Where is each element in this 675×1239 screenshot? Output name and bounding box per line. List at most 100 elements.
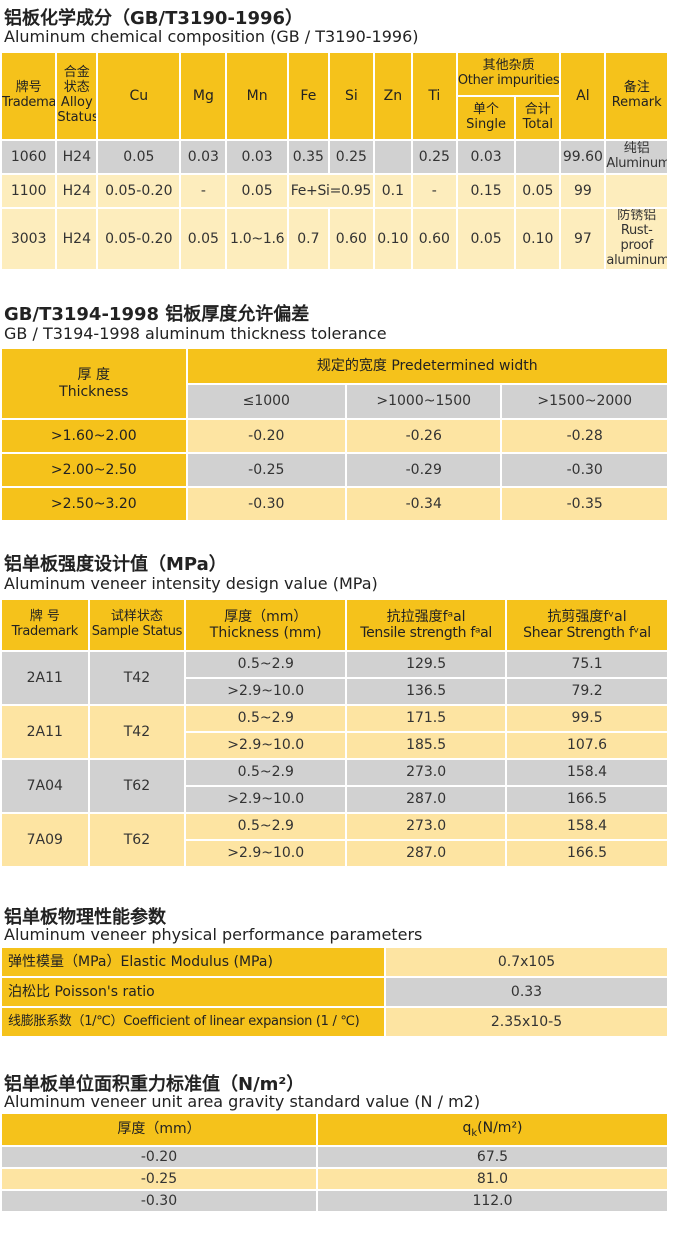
cell-shear: 79.2: [507, 679, 667, 704]
cell-parameter-value: 2.35x10-5: [386, 1008, 667, 1036]
header-si: Si: [329, 53, 373, 139]
cell-status: H24: [57, 175, 97, 207]
cell-remark: 防锈铝 Rust-proof aluminum: [606, 209, 667, 269]
header-remark: 备注 Remark: [606, 53, 667, 139]
section-subtitle-physical-parameters: Aluminum veneer physical performance par…: [4, 925, 423, 944]
cell-thickness: >2.9~10.0: [186, 733, 346, 758]
cell-si: 0.25: [329, 141, 373, 173]
header-single-cn: 单个: [473, 102, 500, 118]
cell-thickness-range: >1.60~2.00: [2, 420, 186, 452]
cell-tensile: 185.5: [347, 733, 506, 758]
cell-single: 0.15: [457, 175, 515, 207]
cell-value: -0.26: [347, 420, 501, 452]
cell-remark-cn: 防锈铝: [617, 209, 657, 223]
cell-tensile: 273.0: [347, 760, 506, 785]
cell-value: -0.28: [502, 420, 667, 452]
table-row: >2.50~3.20 -0.30 -0.34 -0.35: [2, 488, 667, 520]
cell-gravity-value: 112.0: [318, 1191, 667, 1211]
intensity-design-table: 牌 号 Trademark 试样状态 Sample Status 厚度（mm） …: [0, 598, 669, 868]
cell-status: H24: [57, 209, 97, 269]
cell-thickness: 0.5~2.9: [186, 652, 346, 677]
cell-total: 0.05: [516, 175, 560, 207]
cell-trademark: 1100: [2, 175, 56, 207]
cell-trademark: 7A04: [2, 760, 88, 812]
header-remark-en: Remark: [611, 95, 662, 110]
table-row: 3003 H24 0.05-0.20 0.05 1.0~1.6 0.7 0.60…: [2, 209, 667, 269]
header-thickness: 厚度（mm）: [2, 1114, 316, 1145]
cell-cu: 0.05-0.20: [98, 209, 180, 269]
physical-parameters-table: 弹性模量（MPa）Elastic Modulus (MPa) 0.7x105 泊…: [0, 946, 669, 1038]
header-width-3: >1500~2000: [502, 385, 667, 418]
cell-trademark: 7A09: [2, 814, 88, 866]
header-al: Al: [561, 53, 605, 139]
cell-mn: 0.05: [227, 175, 287, 207]
table-row: >2.9~10.0 136.5 79.2: [2, 679, 667, 704]
section-title-chemical-composition: 铝板化学成分（GB/T3190-1996）: [4, 8, 304, 29]
gravity-standard-table: 厚度（mm） qk(N/m²) -0.20 67.5 -0.25 81.0 -0…: [0, 1112, 669, 1213]
header-qk-sub: k: [471, 1127, 478, 1139]
cell-thickness: -0.30: [2, 1191, 316, 1211]
header-remark-cn: 备注: [623, 80, 650, 96]
cell-total: 0.10: [516, 209, 560, 269]
cell-shear: 107.6: [507, 733, 667, 758]
table-row: 线膨胀系数（1/℃）Coefficient of linear expansio…: [2, 1008, 667, 1036]
cell-remark-cn: 纯铝: [623, 141, 650, 157]
header-other-en: Other impurities: [457, 73, 560, 88]
header-single-en: Single: [466, 117, 507, 132]
header-thickness-en: Thickness: [59, 383, 129, 400]
cell-tensile: 287.0: [347, 841, 506, 866]
header-total-cn: 合计: [524, 102, 551, 118]
header-single: 单个 Single: [457, 97, 515, 139]
cell-value: -0.25: [187, 454, 346, 486]
header-other-cn: 其他杂质: [482, 58, 535, 74]
cell-value: -0.35: [502, 488, 667, 520]
header-fe: Fe: [288, 53, 328, 139]
table-row: -0.25 81.0: [2, 1169, 667, 1189]
cell-remark-en: Rust-proof aluminum: [606, 222, 667, 268]
cell-tensile: 273.0: [347, 814, 506, 839]
table-row: 7A04 T62 0.5~2.9 273.0 158.4: [2, 760, 667, 812]
header-ti: Ti: [412, 53, 456, 139]
table-row: >1.60~2.00 -0.20 -0.26 -0.28: [2, 420, 667, 452]
cell-thickness: >2.9~10.0: [186, 841, 346, 866]
header-qk: qk(N/m²): [318, 1114, 667, 1145]
cell-parameter-label: 线膨胀系数（1/℃）Coefficient of linear expansio…: [2, 1008, 384, 1036]
cell-thickness: >2.9~10.0: [186, 679, 346, 704]
cell-fe-si: Fe+Si=0.95: [288, 175, 373, 207]
table-row: -0.20 67.5: [2, 1147, 667, 1167]
cell-shear: 166.5: [507, 787, 667, 812]
header-alloy-cn: 合金状态: [63, 65, 90, 96]
header-shear-cn: 抗剪强度fᵛal: [547, 608, 627, 625]
header-thickness: 厚度（mm） Thickness (mm): [186, 600, 346, 650]
table-row: >2.9~10.0 287.0 166.5: [2, 841, 667, 866]
cell-tensile: 171.5: [347, 706, 506, 731]
cell-ti: -: [412, 175, 456, 207]
cell-trademark: 3003: [2, 209, 56, 269]
header-shear-strength: 抗剪强度fᵛal Shear Strength fᵛal: [507, 600, 667, 650]
header-thickness-cn: 厚度（mm）: [224, 608, 308, 625]
header-total-en: Total: [522, 117, 553, 132]
cell-thickness: -0.20: [2, 1147, 316, 1167]
header-tensile-en: Tensile strength fᵃal: [360, 625, 492, 641]
header-mg: Mg: [181, 53, 226, 139]
header-trademark-en: Trademark: [11, 624, 79, 639]
cell-si: 0.60: [329, 209, 373, 269]
section-title-gravity-standard: 铝单板单位面积重力标准值（N/m²）: [4, 1074, 305, 1095]
cell-thickness-range: >2.50~3.20: [2, 488, 186, 520]
table-row: 泊松比 Poisson's ratio 0.33: [2, 978, 667, 1006]
cell-mg: 0.05: [181, 209, 226, 269]
cell-cu: 0.05: [98, 141, 180, 173]
cell-thickness: -0.25: [2, 1169, 316, 1189]
cell-status: T62: [89, 760, 185, 812]
cell-al: 99.60: [561, 141, 605, 173]
header-status-en: Sample Status: [91, 624, 183, 639]
header-width-1: ≤1000: [187, 385, 346, 418]
cell-value: -0.29: [347, 454, 501, 486]
cell-shear: 99.5: [507, 706, 667, 731]
cell-mn: 1.0~1.6: [227, 209, 287, 269]
table-row: >2.9~10.0 287.0 166.5: [2, 787, 667, 812]
chemical-composition-table: 牌号 Trademark 合金状态 Alloy Status Cu Mg Mn …: [0, 51, 669, 271]
cell-shear: 75.1: [507, 652, 667, 677]
header-cu: Cu: [98, 53, 180, 139]
header-mn: Mn: [227, 53, 287, 139]
